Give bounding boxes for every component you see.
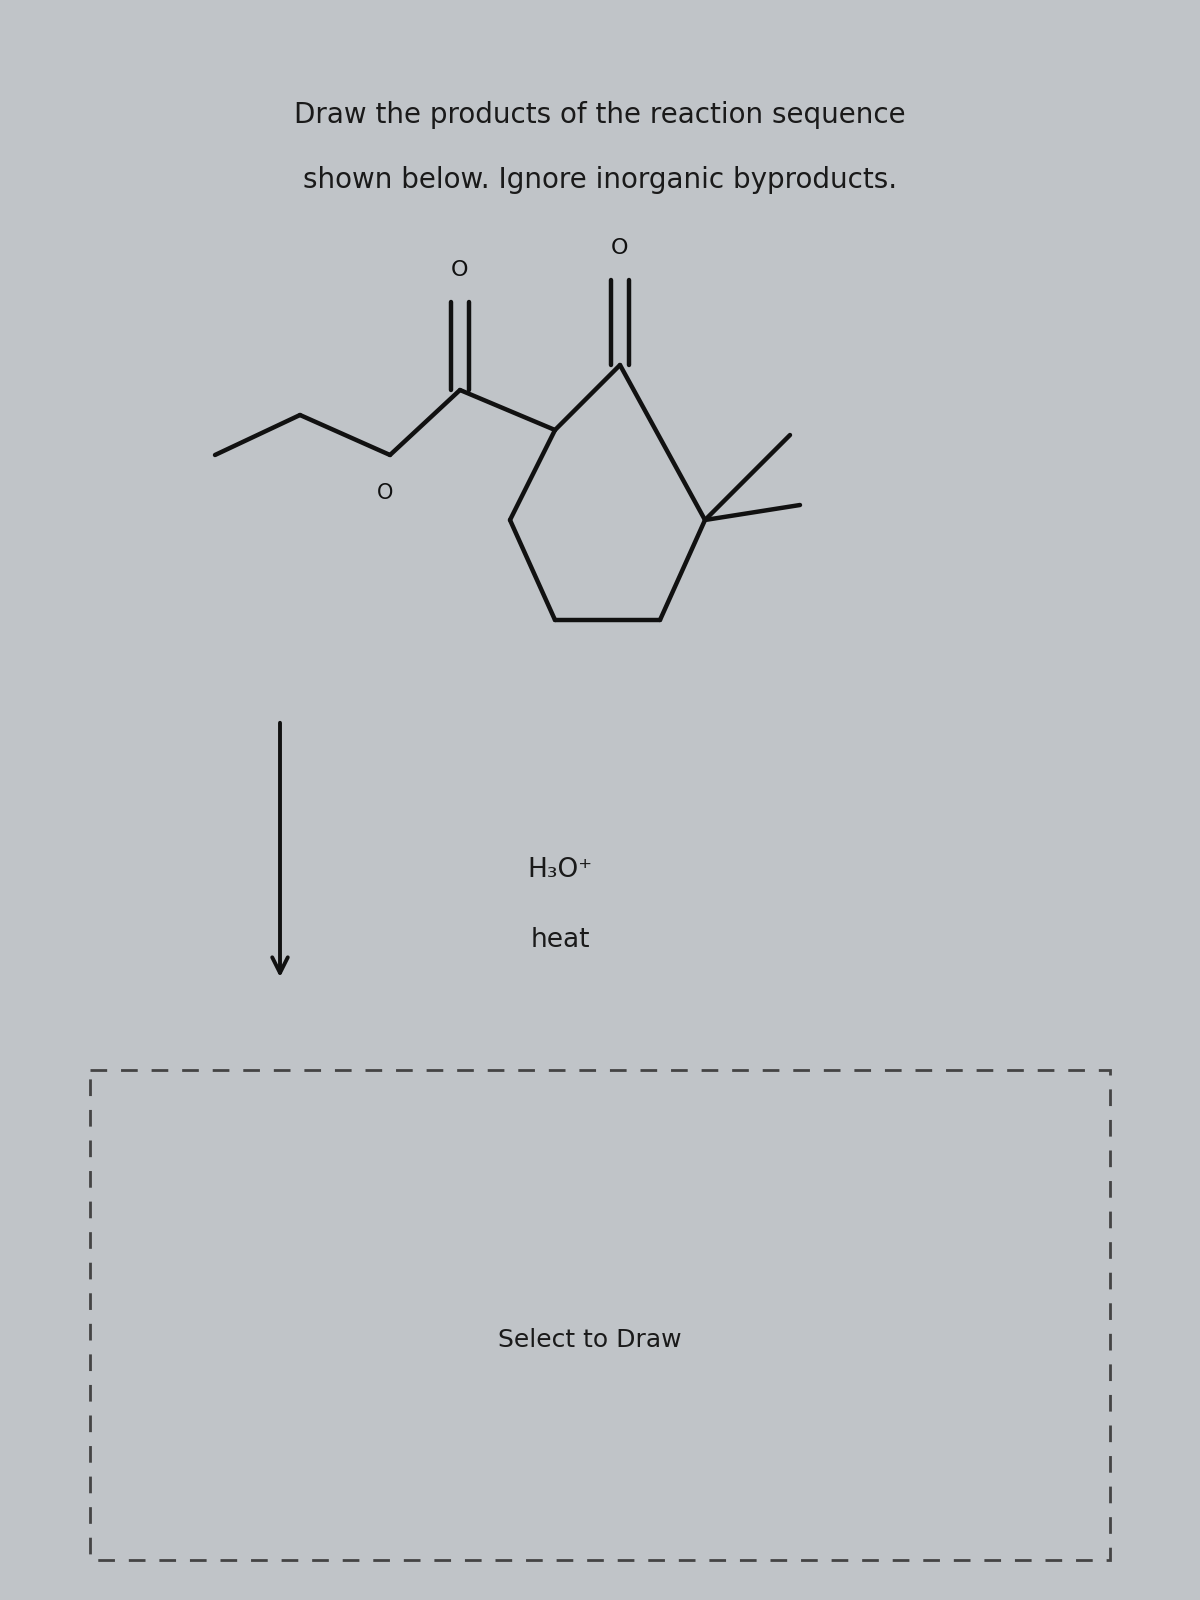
Text: O: O bbox=[611, 238, 629, 258]
Text: O: O bbox=[451, 259, 469, 280]
Text: Draw the products of the reaction sequence: Draw the products of the reaction sequen… bbox=[294, 101, 906, 130]
Text: H₃O⁺: H₃O⁺ bbox=[528, 858, 593, 883]
Text: shown below. Ignore inorganic byproducts.: shown below. Ignore inorganic byproducts… bbox=[302, 166, 898, 194]
Text: Select to Draw: Select to Draw bbox=[498, 1328, 682, 1352]
Text: heat: heat bbox=[530, 926, 589, 954]
Text: O: O bbox=[377, 483, 394, 502]
Bar bbox=[90, 1070, 1110, 1560]
